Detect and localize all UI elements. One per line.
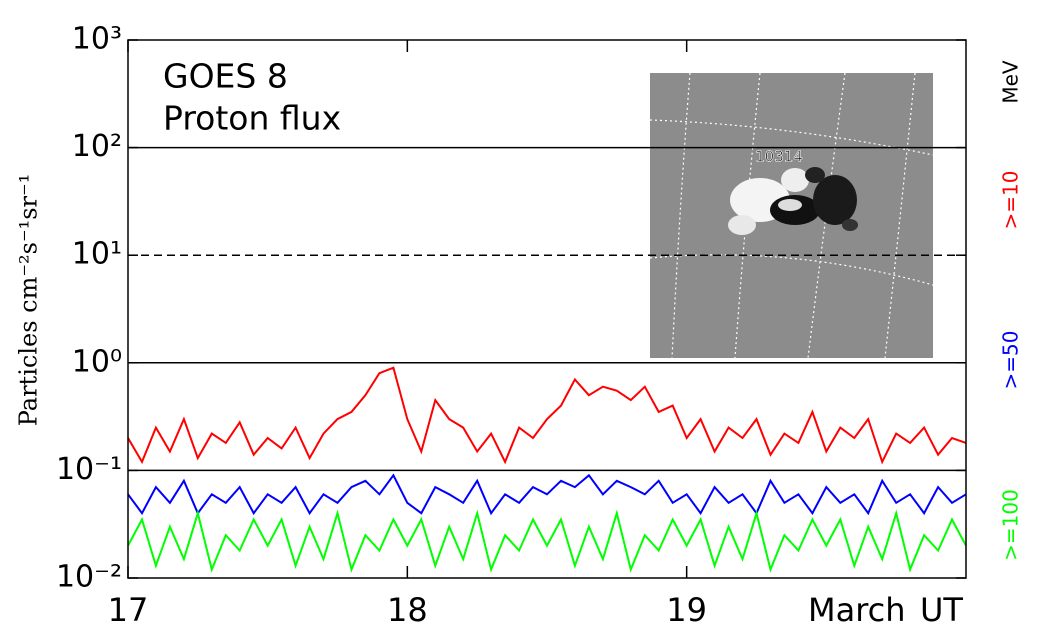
- legend-title: MeV: [999, 60, 1023, 104]
- x-axis-label: March: [808, 591, 906, 629]
- y-tick-label: 10¹: [72, 237, 122, 272]
- inset-label: 10314: [755, 148, 803, 166]
- legend-entry: >=50: [999, 331, 1023, 390]
- inset-image: 10314: [650, 73, 933, 358]
- legend-entry: >=10: [999, 171, 1023, 230]
- y-tick-label: 10³: [72, 22, 122, 57]
- chart-title: GOES 8: [163, 57, 288, 96]
- y-tick-label: 10²: [72, 129, 122, 164]
- x-axis-unit: UT: [920, 591, 963, 629]
- y-tick-label: 10⁻¹: [56, 452, 122, 487]
- x-tick-label: 19: [666, 591, 707, 629]
- y-tick-label: 10⁻²: [56, 560, 122, 595]
- y-tick-label: 10⁰: [72, 344, 122, 379]
- chart: 10314 GOES 8 Proton flux Particles cm⁻²s…: [0, 0, 1038, 636]
- legend-entry: >=100: [999, 489, 1023, 561]
- x-tick-label: 18: [387, 591, 428, 629]
- x-tick-label: 17: [108, 591, 149, 629]
- chart-subtitle: Proton flux: [163, 99, 341, 138]
- y-axis-label: Particles cm⁻²s⁻¹sr⁻¹: [15, 174, 43, 427]
